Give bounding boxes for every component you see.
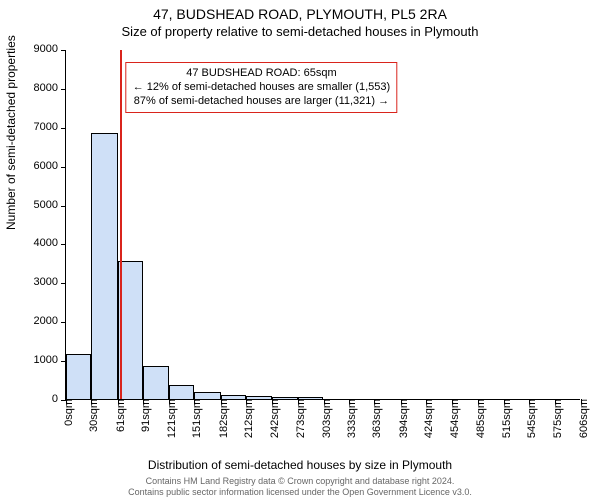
x-tick-label: 151sqm xyxy=(185,399,203,438)
x-tick-label: 333sqm xyxy=(340,399,358,438)
x-tick-label: 424sqm xyxy=(417,399,435,438)
footer-attribution: Contains HM Land Registry data © Crown c… xyxy=(0,476,600,498)
x-tick-label: 606sqm xyxy=(572,399,590,438)
x-tick-label: 182sqm xyxy=(212,399,230,438)
x-tick-label: 575sqm xyxy=(546,399,564,438)
histogram-bar xyxy=(66,354,91,399)
annotation-line: 47 BUDSHEAD ROAD: 65sqm xyxy=(133,66,390,80)
histogram-bar xyxy=(91,133,117,399)
x-tick-label: 121sqm xyxy=(160,399,178,438)
x-tick-label: 212sqm xyxy=(237,399,255,438)
x-tick-label: 91sqm xyxy=(134,399,152,432)
y-tick-label: 7000 xyxy=(18,121,66,133)
annotation-line: ← 12% of semi-detached houses are smalle… xyxy=(133,80,390,94)
x-tick-label: 0sqm xyxy=(57,399,75,426)
histogram-bar xyxy=(272,397,298,399)
x-tick-label: 30sqm xyxy=(82,399,100,432)
histogram-bar xyxy=(246,396,271,399)
footer-line1: Contains HM Land Registry data © Crown c… xyxy=(0,476,600,487)
x-tick-label: 545sqm xyxy=(520,399,538,438)
y-axis-label: Number of semi-detached properties xyxy=(4,35,18,230)
histogram-bar xyxy=(169,385,194,399)
y-tick-label: 8000 xyxy=(18,82,66,94)
y-tick-label: 2000 xyxy=(18,315,66,327)
y-tick-label: 3000 xyxy=(18,276,66,288)
x-tick-label: 485sqm xyxy=(469,399,487,438)
x-tick-label: 394sqm xyxy=(392,399,410,438)
x-tick-label: 515sqm xyxy=(495,399,513,438)
y-tick-label: 6000 xyxy=(18,160,66,172)
annotation-box: 47 BUDSHEAD ROAD: 65sqm← 12% of semi-det… xyxy=(126,62,397,113)
x-tick-label: 242sqm xyxy=(263,399,281,438)
x-tick-label: 454sqm xyxy=(443,399,461,438)
x-tick-label: 61sqm xyxy=(109,399,127,432)
plot-area: 01000200030004000500060007000800090000sq… xyxy=(65,50,580,400)
histogram-bar xyxy=(221,395,246,399)
y-tick-label: 5000 xyxy=(18,199,66,211)
footer-line2: Contains public sector information licen… xyxy=(0,487,600,498)
x-tick-label: 273sqm xyxy=(289,399,307,438)
chart-container: 47, BUDSHEAD ROAD, PLYMOUTH, PL5 2RA Siz… xyxy=(0,0,600,500)
chart-title-line2: Size of property relative to semi-detach… xyxy=(0,24,600,39)
histogram-bar xyxy=(298,397,323,399)
x-tick-label: 363sqm xyxy=(365,399,383,438)
histogram-bar xyxy=(194,392,220,399)
annotation-line: 87% of semi-detached houses are larger (… xyxy=(133,94,390,108)
histogram-bar xyxy=(143,366,168,399)
reference-line xyxy=(120,50,122,399)
x-tick-label: 303sqm xyxy=(315,399,333,438)
x-axis-label: Distribution of semi-detached houses by … xyxy=(0,458,600,472)
y-tick-label: 4000 xyxy=(18,237,66,249)
chart-title-line1: 47, BUDSHEAD ROAD, PLYMOUTH, PL5 2RA xyxy=(0,6,600,22)
y-tick-label: 9000 xyxy=(18,43,66,55)
y-tick-label: 1000 xyxy=(18,354,66,366)
